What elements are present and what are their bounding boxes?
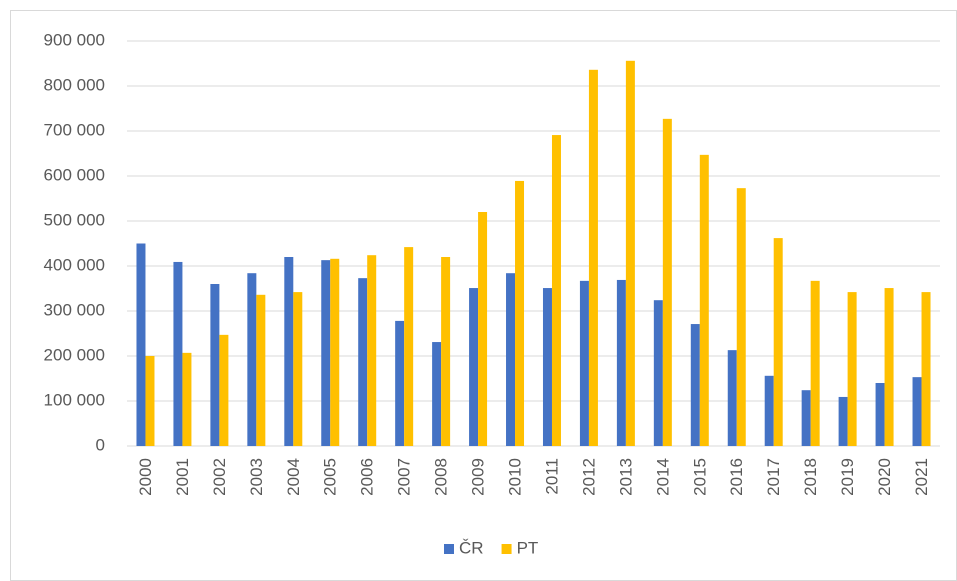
bar [588,69,598,447]
x-tick-label: 2021 [912,458,931,496]
bar [210,284,220,446]
y-tick-label: 100 000 [44,390,105,409]
x-tick-label: 2003 [247,458,266,496]
bar [875,383,885,446]
y-tick-label: 700 000 [44,120,105,139]
x-tick-label: 2016 [727,458,746,496]
legend-swatch [501,544,512,554]
x-tick-label: 2018 [801,458,820,496]
bar [764,375,774,446]
bar [293,292,303,446]
bar [727,350,737,446]
x-tick-label: 2015 [690,458,709,496]
bar [847,292,857,446]
y-tick-label: 400 000 [44,255,105,274]
x-tick-label: 2010 [506,458,525,496]
bar [432,342,442,446]
bar [810,280,820,446]
x-tick-label: 2004 [284,458,303,496]
bar [801,390,811,446]
bar [441,257,451,446]
bar [515,180,525,446]
x-tick-label: 2020 [875,458,894,496]
x-tick-label: 2008 [432,458,451,496]
bar [699,154,709,446]
bar [616,279,626,446]
x-tick-label: 2007 [395,458,414,496]
bar [773,238,783,446]
x-tick-label: 2013 [616,458,635,496]
bar [912,377,922,446]
legend-label: ČR [459,538,484,557]
bar [542,288,552,446]
bar [284,257,294,446]
bar [145,356,155,446]
bar [921,292,931,446]
x-tick-label: 2006 [358,458,377,496]
y-tick-label: 0 [96,435,105,454]
y-tick-label: 900 000 [44,30,105,49]
bar [625,60,635,447]
x-tick-label: 2000 [136,458,155,496]
x-tick-label: 2014 [653,458,672,496]
bar [367,255,377,446]
bar [653,300,663,446]
bar [330,258,340,446]
x-tick-label: 2012 [579,458,598,496]
x-tick-label: 2001 [173,458,192,496]
bar [690,324,700,446]
x-tick-label: 2005 [321,458,340,496]
y-tick-label: 800 000 [44,75,105,94]
bar [358,278,368,446]
bar [173,261,183,446]
bar [182,352,192,446]
bar [469,288,479,446]
bar [404,247,414,446]
bar [551,135,561,447]
bar [662,118,672,446]
x-tick-label: 2011 [542,458,561,495]
bar [136,243,146,446]
x-tick-label: 2017 [764,458,783,496]
y-tick-label: 600 000 [44,165,105,184]
bar [736,188,746,446]
y-tick-label: 500 000 [44,210,105,229]
y-tick-label: 300 000 [44,300,105,319]
x-tick-label: 2009 [469,458,488,496]
bar [478,212,488,446]
x-tick-label: 2019 [838,458,857,496]
legend-swatch [444,544,454,554]
bar [219,334,229,446]
x-tick-label: 2002 [210,458,229,496]
bar [247,273,257,446]
bar [506,273,516,446]
bar [579,280,589,446]
bar [838,396,848,446]
bar [395,320,405,446]
y-tick-label: 200 000 [44,345,105,364]
bar [321,260,331,446]
legend-label: PT [517,538,539,557]
bar [256,294,266,446]
bar [884,288,894,446]
